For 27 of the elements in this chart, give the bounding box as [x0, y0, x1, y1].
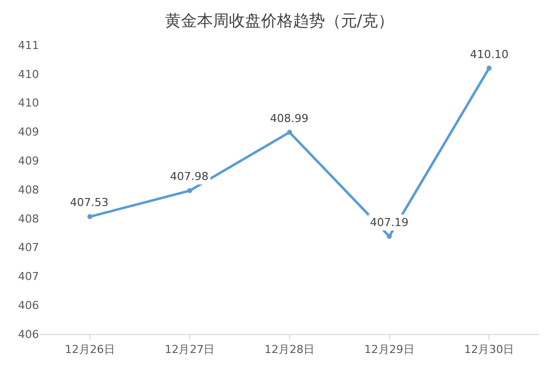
- point: [486, 66, 492, 71]
- x-tick-label: 12月27日: [164, 343, 215, 356]
- data-label: 408.99: [270, 112, 308, 125]
- data-label: 407.98: [170, 170, 208, 183]
- point: [187, 188, 192, 194]
- x-tick-label: 12月29日: [364, 343, 414, 356]
- chart-title: 黄金本周收盘价格趋势（元/克）: [164, 10, 394, 30]
- y-tick-label: 409: [18, 154, 39, 168]
- point: [87, 214, 92, 220]
- point: [287, 130, 292, 135]
- x-tick-label: 12月26日: [64, 343, 115, 356]
- y-tick-label: 406: [18, 298, 39, 312]
- y-tick-label: 408: [18, 183, 39, 196]
- point: [386, 234, 392, 239]
- data-label: 410.10: [470, 48, 508, 61]
- y-tick-label: 411: [18, 38, 39, 52]
- x-tick-label: 12月28日: [264, 343, 314, 356]
- x-tick-label: 12月30日: [464, 343, 514, 356]
- y-tick-label: 407: [18, 241, 39, 254]
- y-tick-label: 407: [18, 270, 39, 284]
- y-tick-label: 406: [18, 328, 39, 341]
- y-tick-label: 409: [18, 126, 39, 139]
- y-tick-label: 408: [18, 212, 39, 226]
- y-tick-label: 410: [18, 96, 39, 110]
- data-label: 407.53: [70, 196, 108, 209]
- y-tick-label: 410: [18, 68, 39, 81]
- data-label: 407.19: [370, 216, 408, 229]
